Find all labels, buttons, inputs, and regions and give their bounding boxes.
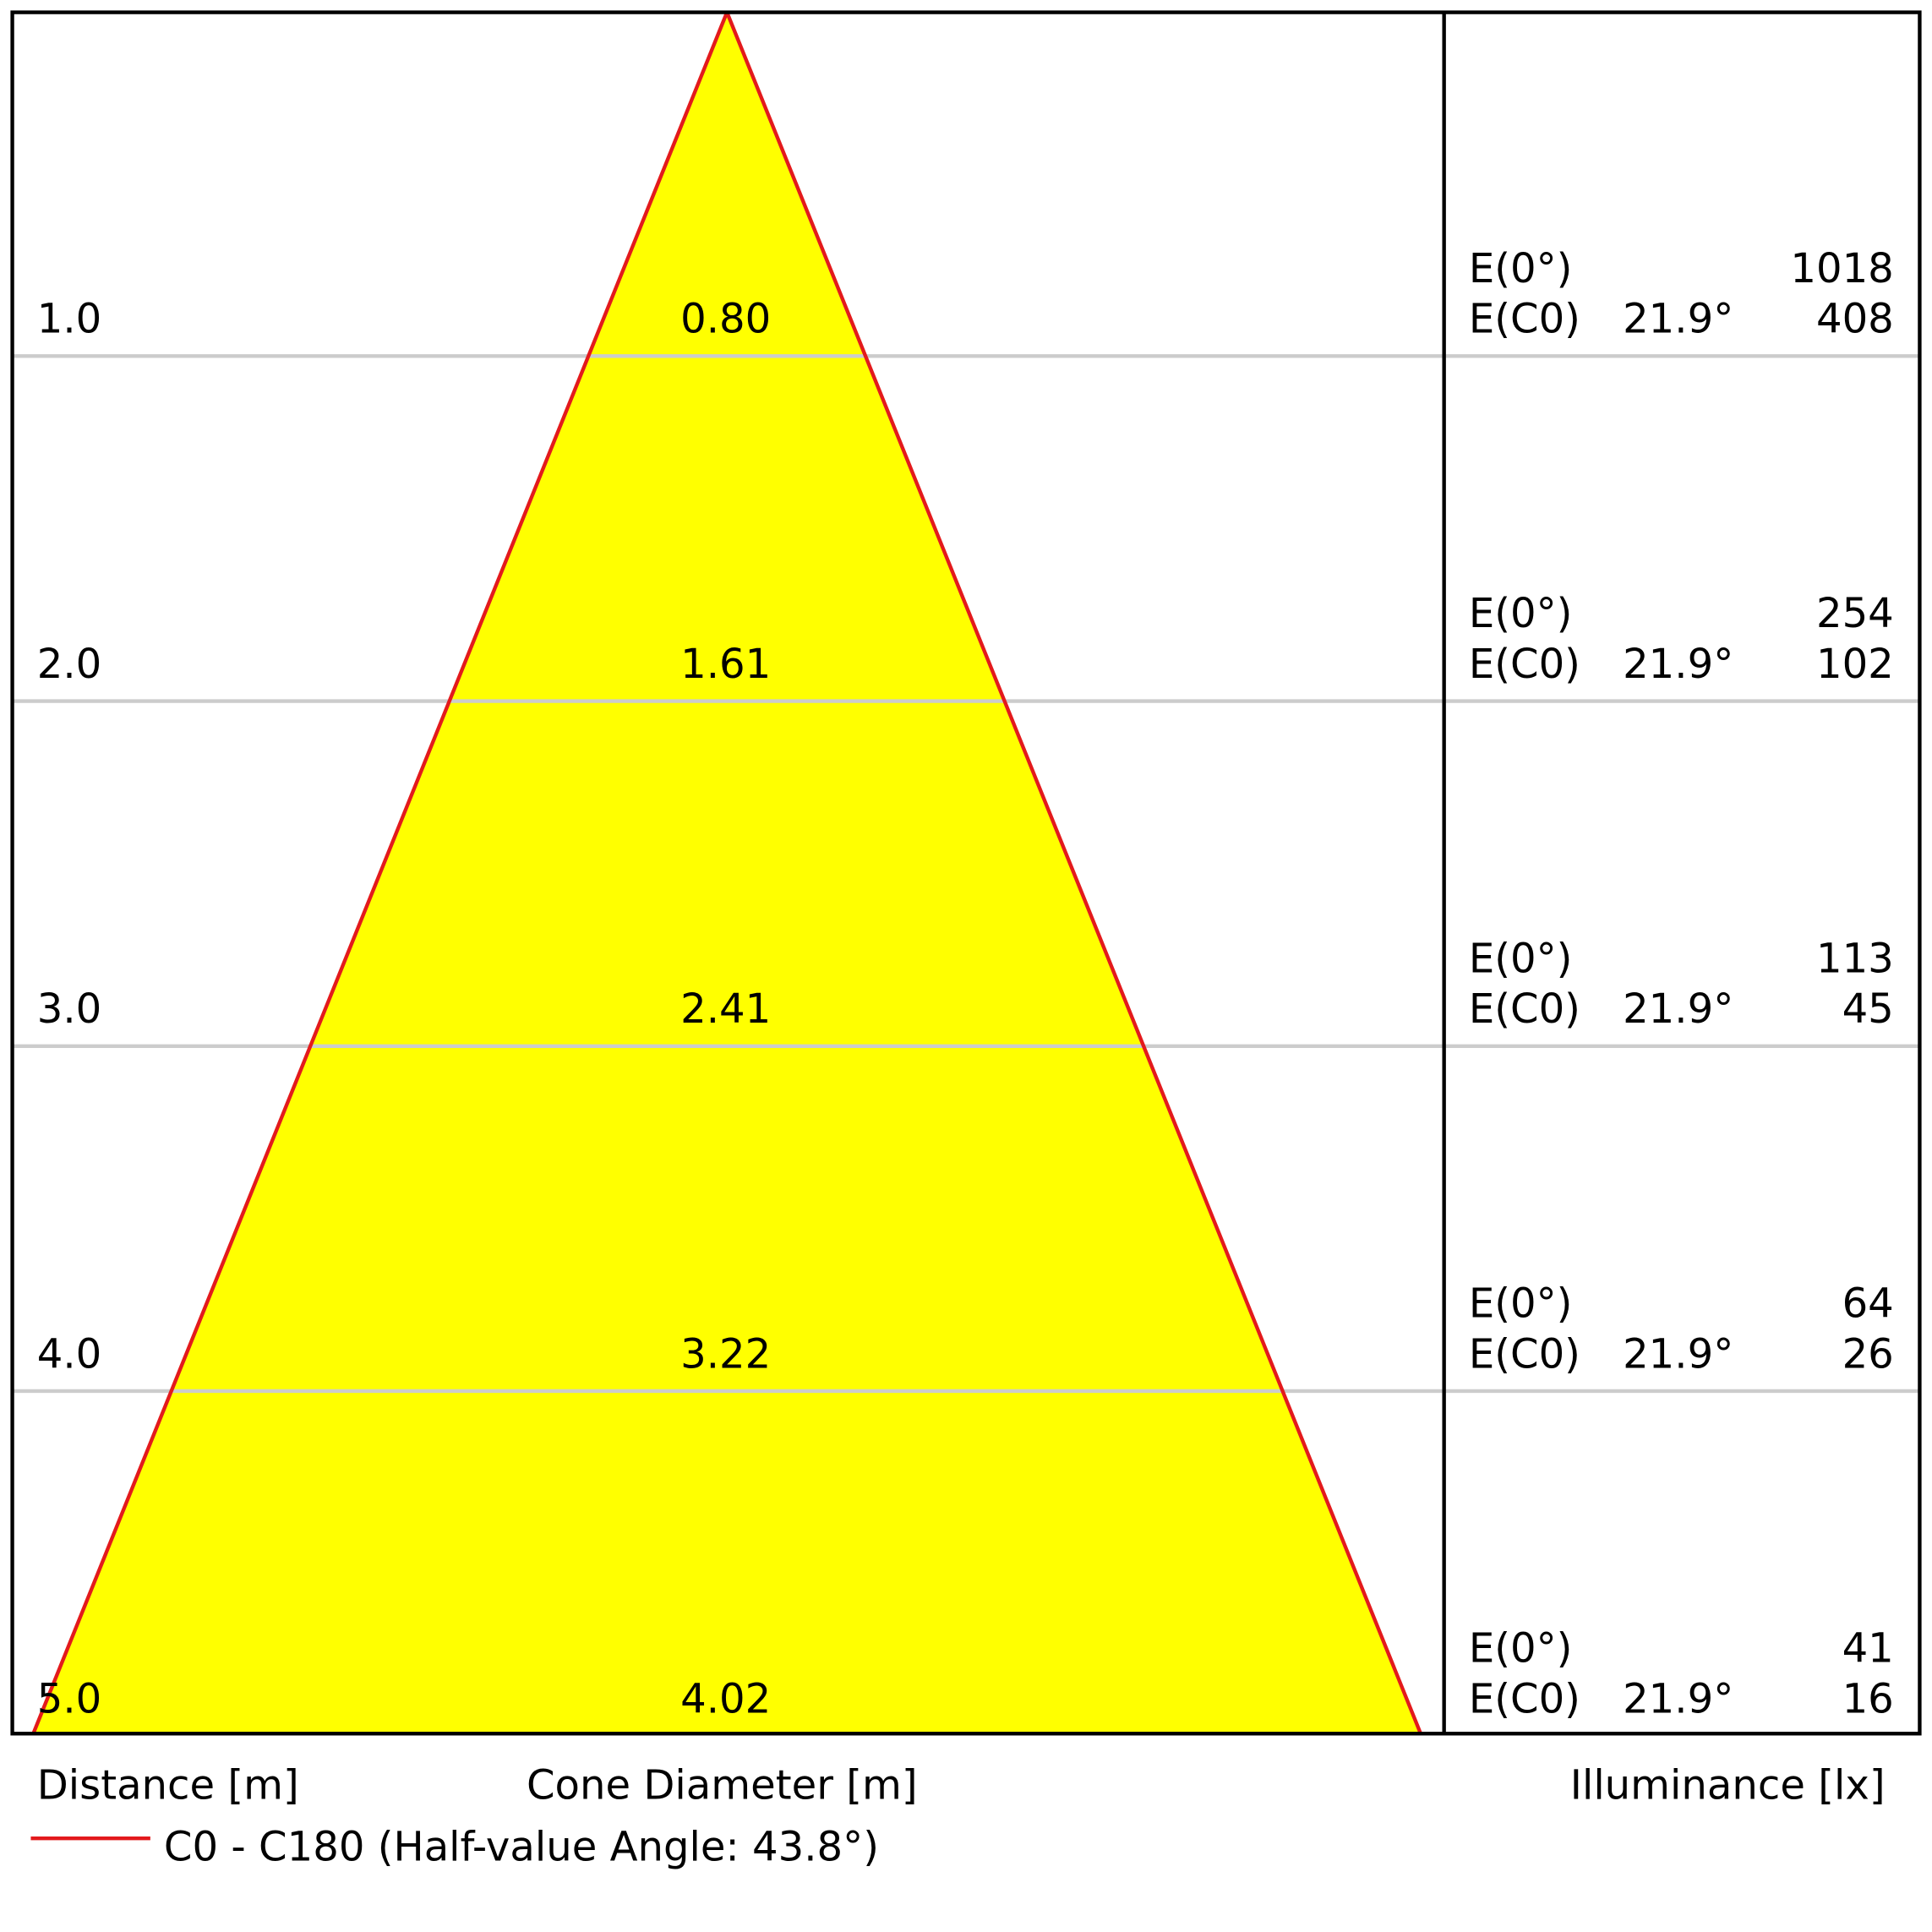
ec0-value: 45 (1842, 985, 1894, 1033)
ec0-angle: 21.9° (1623, 985, 1733, 1033)
cone-edge (31, 11, 729, 1735)
e0-value: 113 (1816, 935, 1894, 982)
cone-edge (725, 11, 1422, 1735)
e0-value: 254 (1816, 590, 1894, 637)
e0-value: 64 (1842, 1280, 1894, 1328)
axis-label: Cone Diameter [m] (527, 1762, 918, 1809)
e0-label: E(0°) (1469, 935, 1573, 982)
ec0-value: 408 (1816, 296, 1894, 343)
diameter-label: 4.02 (680, 1675, 771, 1722)
ec0-label: E(C0) (1469, 641, 1580, 688)
diameter-label: 1.61 (680, 641, 771, 688)
ec0-angle: 21.9° (1623, 1330, 1733, 1378)
ec0-angle: 21.9° (1623, 641, 1733, 688)
distance-label: 3.0 (37, 985, 102, 1033)
e0-label: E(0°) (1469, 245, 1573, 292)
axis-label: Illuminance [lx] (1570, 1762, 1886, 1809)
e0-value: 1018 (1790, 245, 1893, 292)
e0-label: E(0°) (1469, 1280, 1573, 1328)
ec0-label: E(C0) (1469, 985, 1580, 1033)
diameter-label: 2.41 (680, 985, 771, 1033)
axis-label: Distance [m] (37, 1762, 299, 1809)
e0-label: E(0°) (1469, 590, 1573, 637)
ec0-label: E(C0) (1469, 1675, 1580, 1722)
ec0-label: E(C0) (1469, 1330, 1580, 1378)
ec0-value: 102 (1816, 641, 1894, 688)
legend-label: C0 - C180 (Half-value Angle: 43.8°) (164, 1823, 879, 1870)
e0-label: E(0°) (1469, 1625, 1573, 1673)
ec0-value: 16 (1842, 1675, 1894, 1722)
cone-fill (33, 12, 1421, 1734)
distance-label: 2.0 (37, 641, 102, 688)
diameter-label: 3.22 (680, 1330, 771, 1378)
ec0-label: E(C0) (1469, 296, 1580, 343)
e0-value: 41 (1842, 1625, 1894, 1673)
diameter-label: 0.80 (680, 296, 771, 343)
frame (10, 10, 1922, 1736)
distance-label: 4.0 (37, 1330, 102, 1378)
ec0-angle: 21.9° (1623, 1675, 1733, 1722)
distance-label: 5.0 (37, 1675, 102, 1722)
distance-label: 1.0 (37, 296, 102, 343)
ec0-angle: 21.9° (1623, 296, 1733, 343)
ec0-value: 26 (1842, 1330, 1894, 1378)
